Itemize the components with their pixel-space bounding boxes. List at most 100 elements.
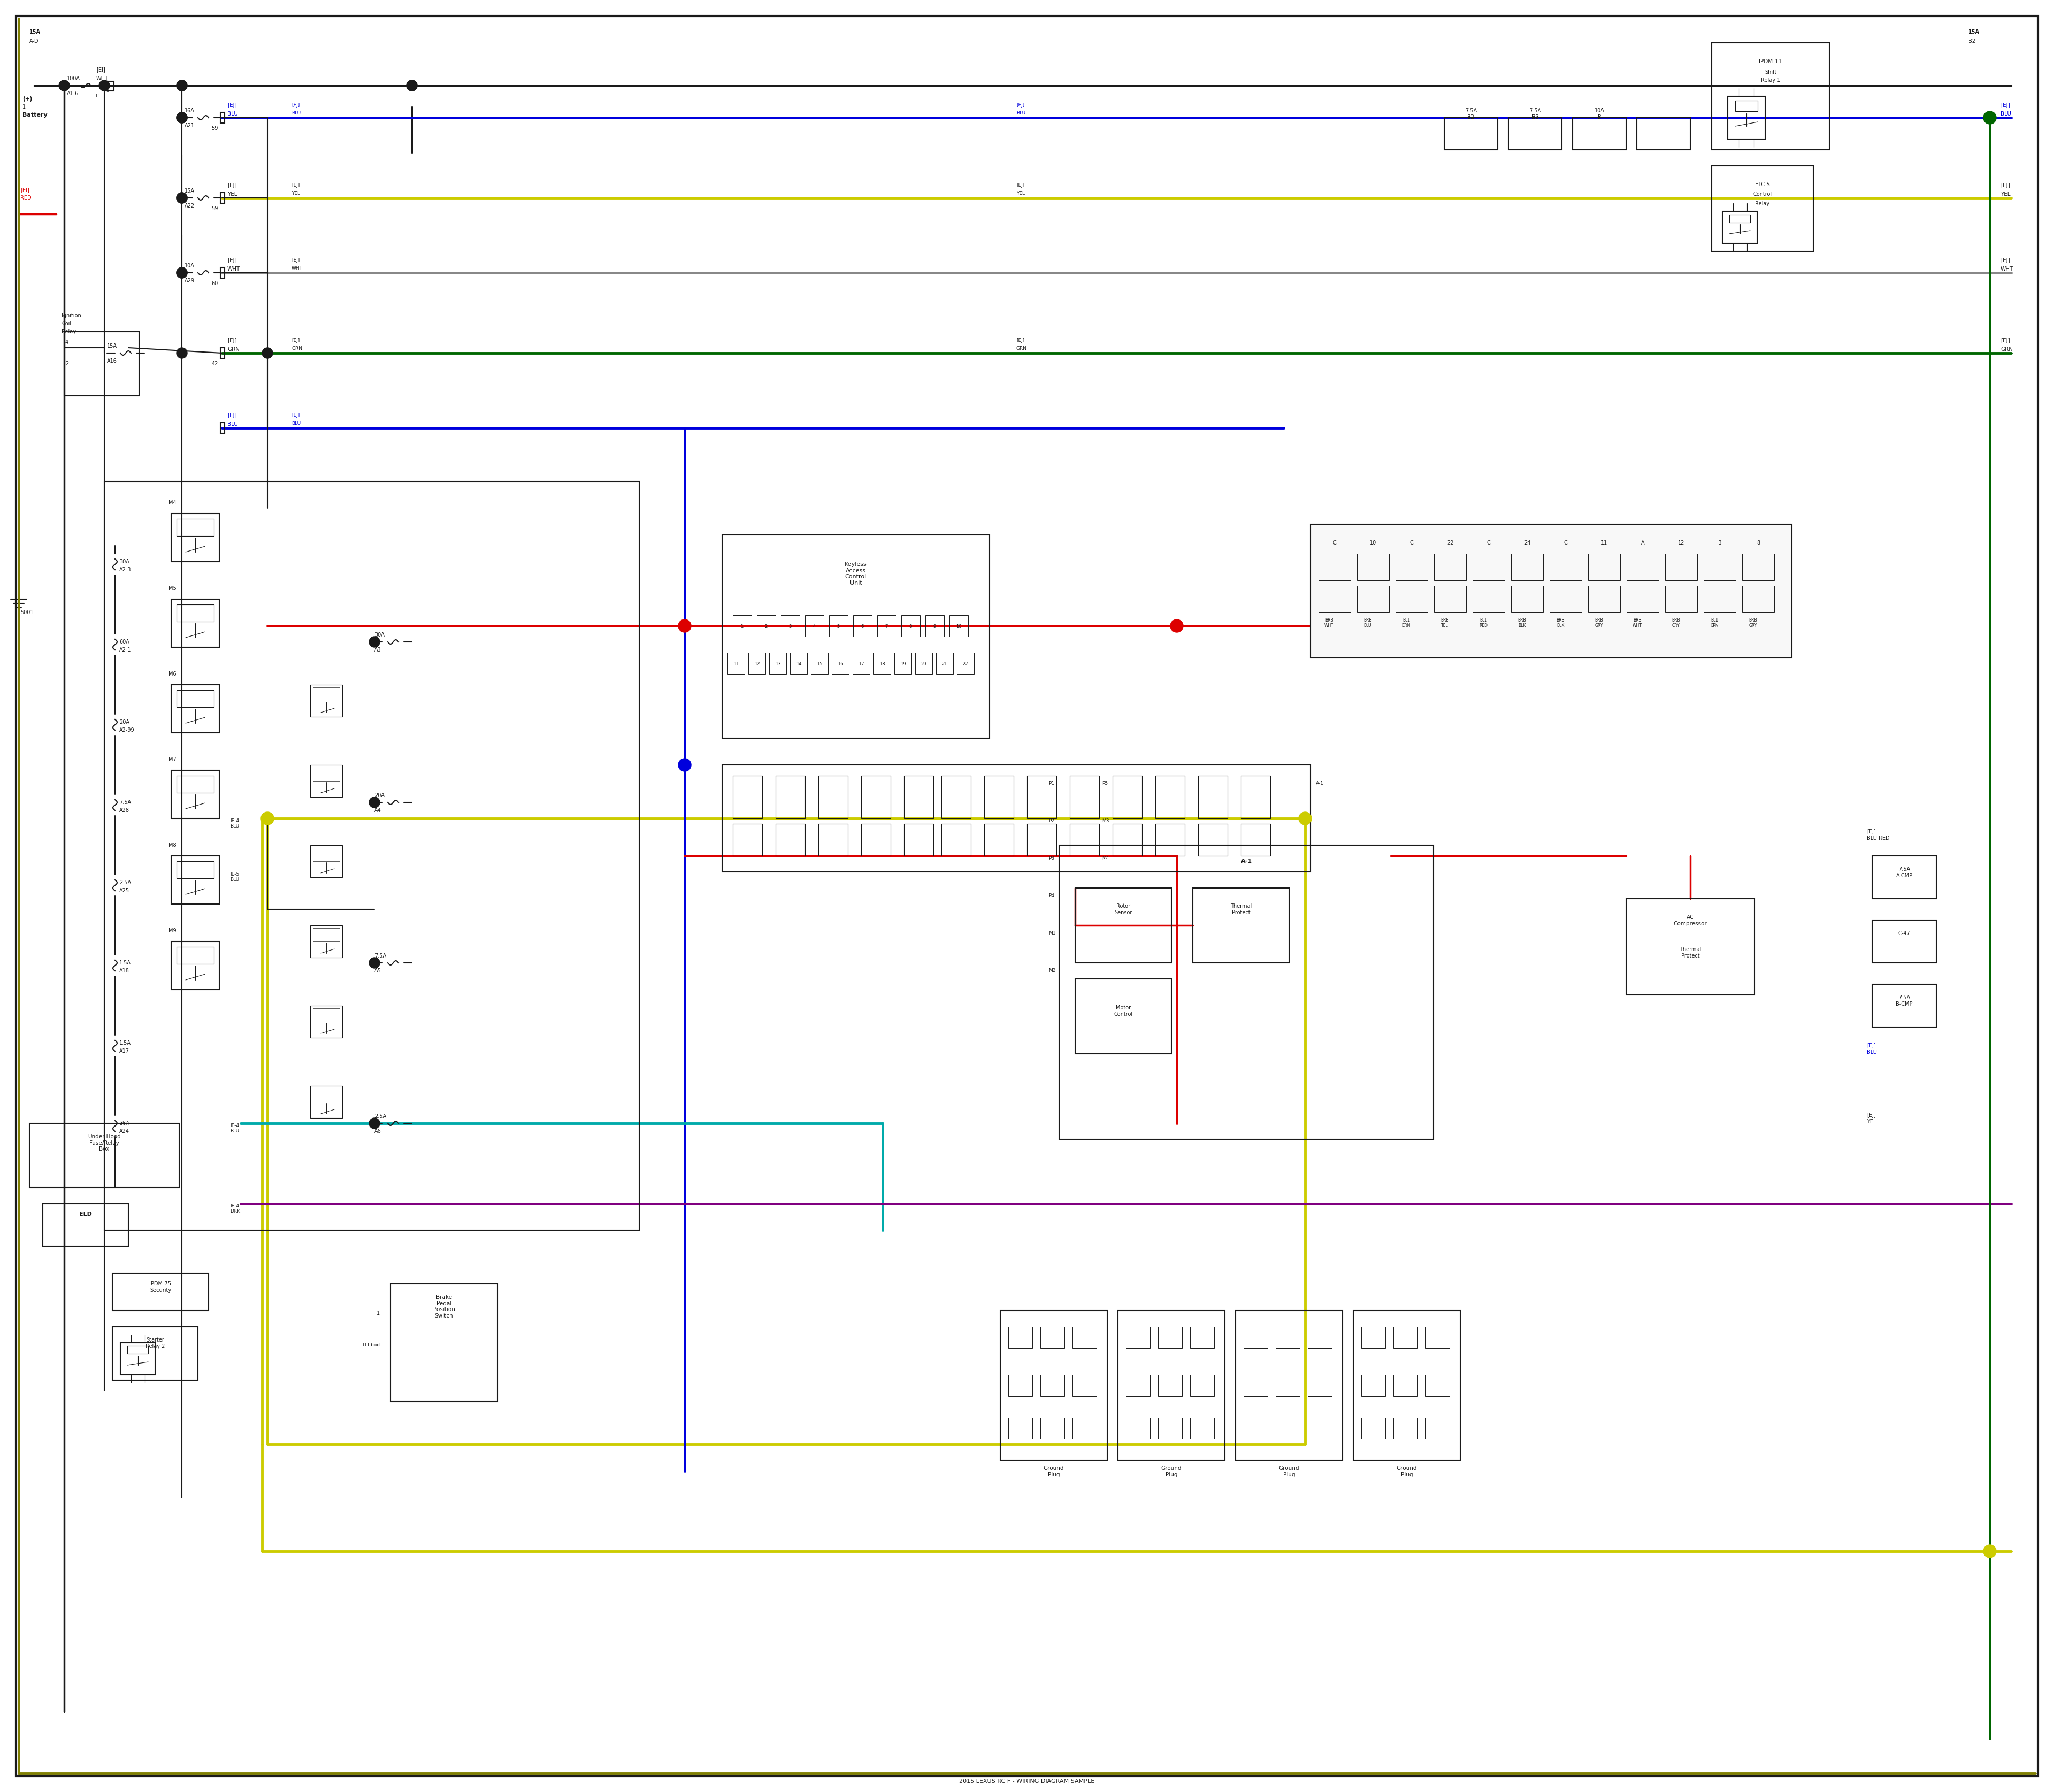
Text: 42: 42 [212,360,218,366]
Bar [852,615,871,636]
Text: Coil: Coil [62,321,72,326]
Text: 60A: 60A [119,640,129,645]
Bar [1666,586,1697,613]
Bar [310,685,343,717]
Bar [312,688,339,701]
Bar [177,690,214,706]
Bar [926,615,945,636]
Bar [852,652,869,674]
Bar [1009,1374,1033,1396]
Circle shape [177,348,187,358]
Bar [1742,586,1775,613]
Text: [EI]: [EI] [21,186,29,192]
Circle shape [177,81,187,91]
Text: 36A: 36A [119,1120,129,1125]
Text: [EJ]: [EJ] [292,339,300,342]
Bar [1512,554,1543,581]
Text: A2-1: A2-1 [119,647,131,652]
Text: 22: 22 [1446,539,1454,545]
Bar [121,1342,156,1374]
Text: [EI]: [EI] [97,66,105,72]
Text: Relay: Relay [1756,201,1771,206]
Text: 10: 10 [1370,539,1376,545]
Bar [1319,554,1352,581]
Text: [EJ]: [EJ] [292,102,300,108]
Bar [113,1326,197,1380]
Bar [170,685,220,733]
Text: M4: M4 [168,500,177,513]
Bar [861,824,891,857]
Text: (+): (+) [23,97,33,102]
Text: Shift: Shift [1764,70,1777,75]
Text: 9: 9 [933,625,937,629]
Text: Ground
Plug: Ground Plug [1043,1466,1064,1477]
Bar [768,652,787,674]
Text: 7.5A
A-CMP: 7.5A A-CMP [1896,867,1912,878]
Text: 7.5A: 7.5A [374,953,386,959]
Text: A16: A16 [107,358,117,364]
Bar [1711,43,1830,151]
Circle shape [177,113,187,124]
Text: [EJ]
YEL: [EJ] YEL [1867,1113,1875,1124]
Text: 20: 20 [920,661,926,667]
Bar [1627,898,1754,995]
Text: S001: S001 [21,609,33,615]
Text: B: B [1717,539,1721,545]
Text: [EJ]: [EJ] [1017,339,1025,342]
Text: [EJ]: [EJ] [2001,102,2011,108]
Circle shape [370,1118,380,1129]
Text: A2-99: A2-99 [119,728,136,733]
Bar [1113,776,1142,819]
Bar [984,824,1013,857]
Bar [170,599,220,647]
Bar [1588,586,1621,613]
Text: BL1
CPN: BL1 CPN [1711,618,1719,629]
Bar [861,776,891,819]
Text: C: C [1333,539,1337,545]
Bar [220,192,224,202]
Circle shape [370,797,380,808]
Bar [1276,1417,1300,1439]
Bar [873,652,891,674]
Bar [817,824,848,857]
Text: 7.5A
B2: 7.5A B2 [1465,108,1477,120]
Text: 4: 4 [813,625,815,629]
Circle shape [407,81,417,91]
Text: P5: P5 [1101,781,1107,787]
Text: GRN: GRN [292,346,302,351]
Text: M4: M4 [1101,857,1109,860]
Bar [310,1086,343,1118]
Text: C: C [1409,539,1413,545]
Text: 7.5A
B-CMP: 7.5A B-CMP [1896,995,1912,1007]
Bar [1871,984,1937,1027]
Bar [1358,586,1389,613]
Text: A: A [1641,539,1645,545]
Bar [1310,525,1791,658]
Bar [1473,554,1506,581]
Bar [1154,776,1185,819]
Bar [170,771,220,819]
Text: T1: T1 [94,93,101,99]
Text: A25: A25 [119,889,129,894]
Bar [1358,554,1389,581]
Text: A17: A17 [119,1048,129,1054]
Bar [29,1124,179,1188]
Text: P2: P2 [1048,819,1054,823]
Bar [1395,554,1428,581]
Text: 7: 7 [885,625,887,629]
Text: RED: RED [21,195,31,201]
Bar [1189,1374,1214,1396]
Bar [1113,824,1142,857]
Bar [177,946,214,964]
Bar [312,767,339,781]
Text: 1: 1 [741,625,744,629]
Text: 8: 8 [1756,539,1760,545]
Bar [310,765,343,797]
Text: A-1: A-1 [1241,858,1253,864]
Circle shape [1984,111,1996,124]
Text: [EJ]: [EJ] [228,183,236,188]
Text: Rotor
Sensor: Rotor Sensor [1115,903,1132,916]
Text: 59: 59 [212,125,218,131]
Bar [1362,1417,1384,1439]
Text: GRN: GRN [1017,346,1027,351]
